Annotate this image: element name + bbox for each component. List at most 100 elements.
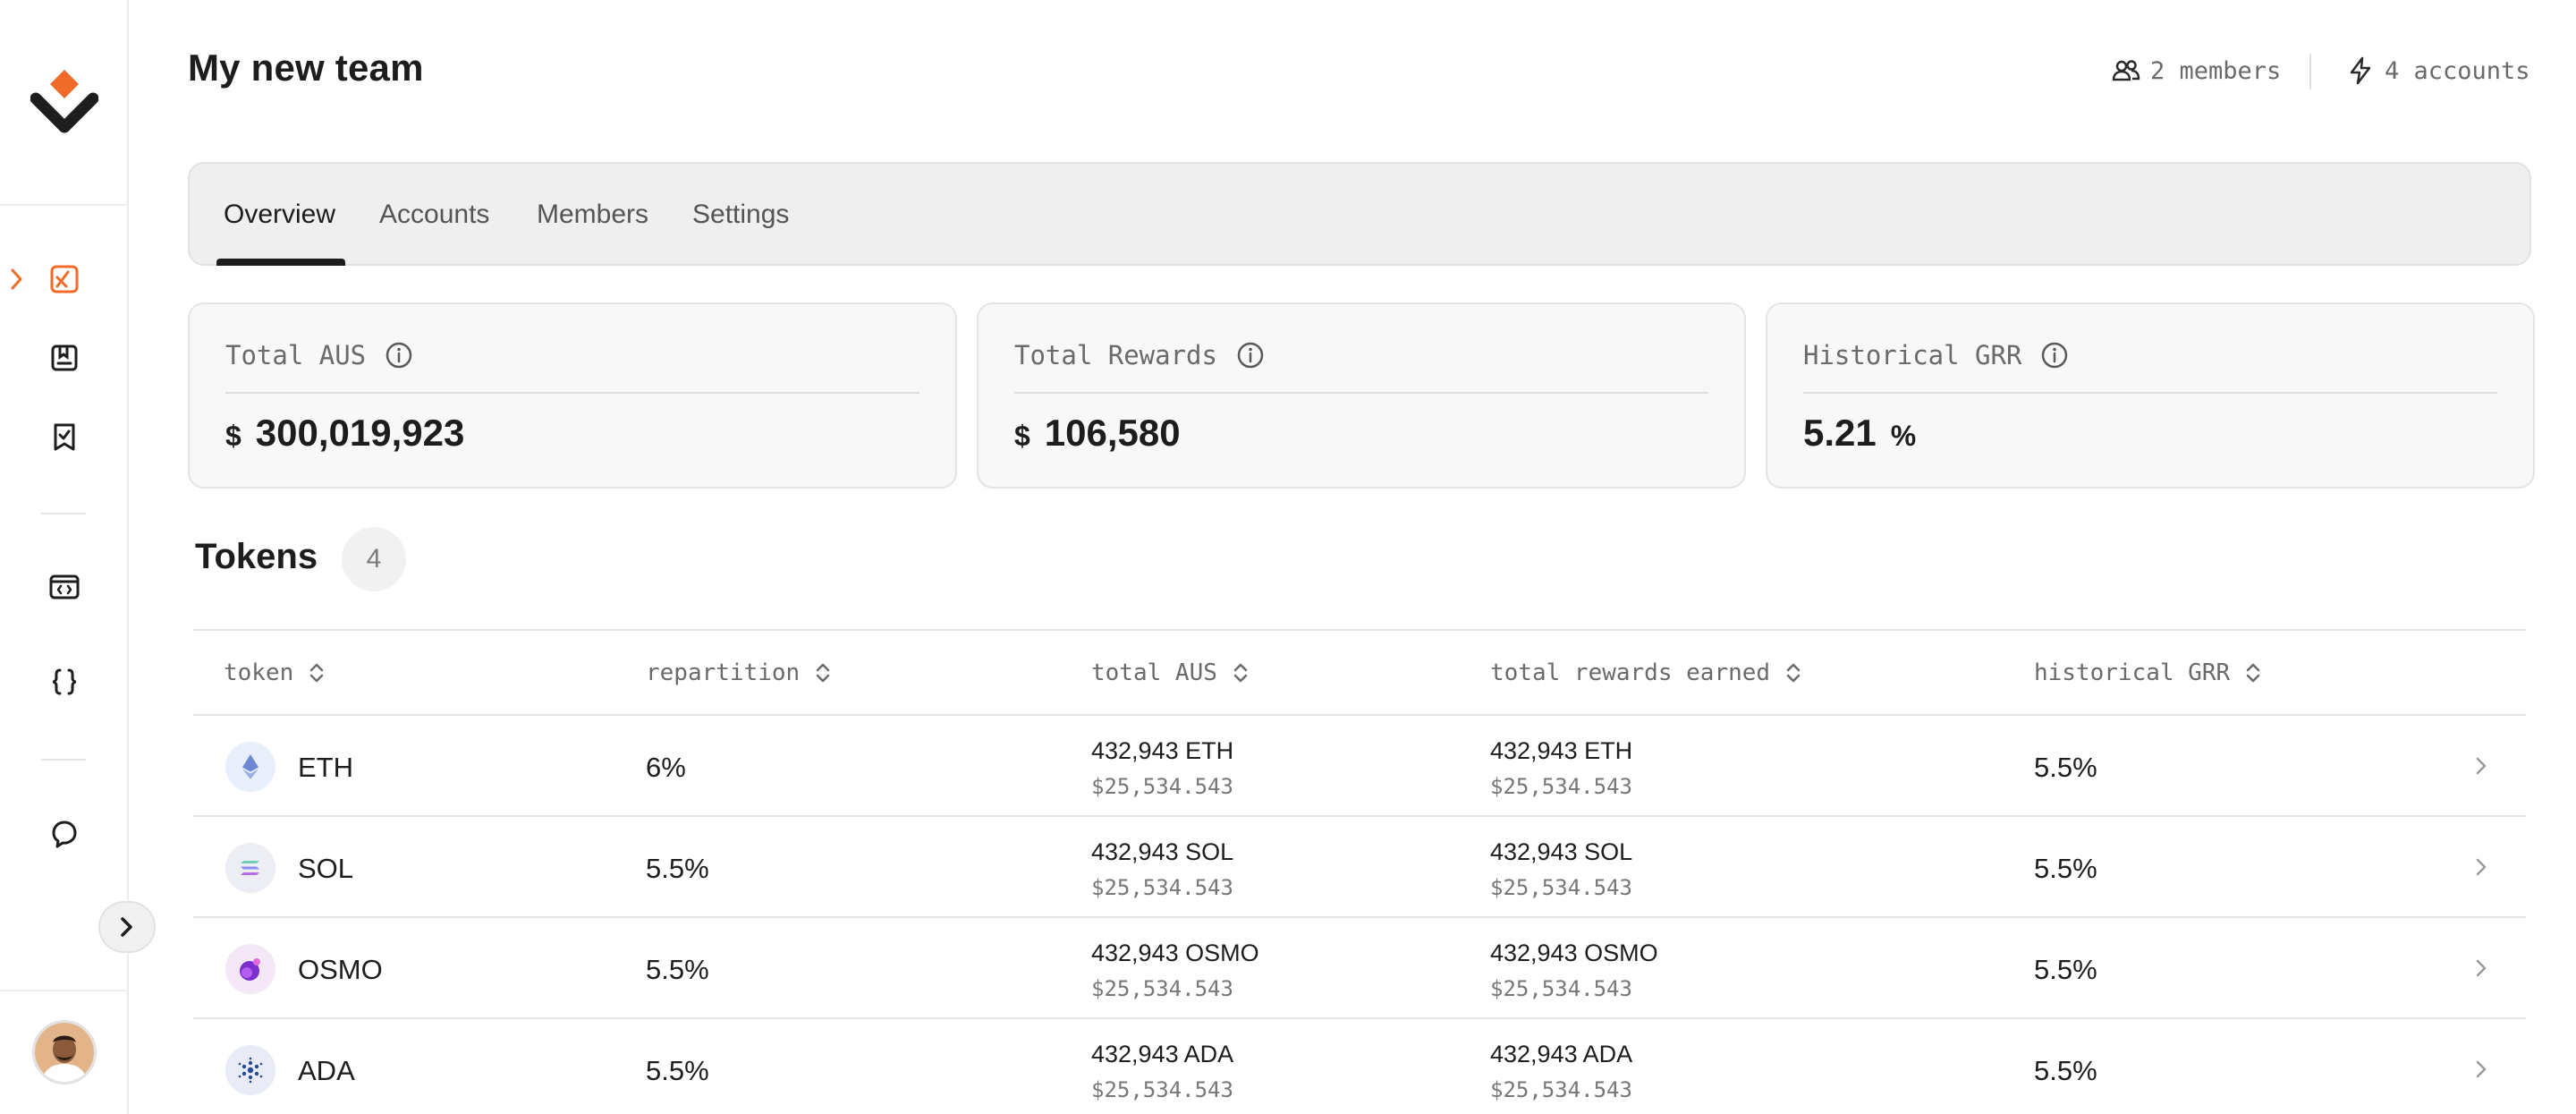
stat-label: Historical GRR — [1803, 340, 2070, 370]
table-header: token repartition total AUS total reward… — [193, 629, 2526, 716]
ada-token-icon — [225, 1045, 275, 1095]
column-header-total-rewards-earned[interactable]: total rewards earned — [1490, 659, 1804, 686]
sidebar-item-saved[interactable] — [47, 419, 82, 455]
column-header-label: repartition — [646, 659, 801, 686]
aus-usd: $25,534.543 — [1091, 774, 1233, 799]
aus-usd: $25,534.543 — [1091, 875, 1233, 900]
rewards-amount: 432,943 SOL — [1490, 838, 1633, 865]
stat-label-text: Total Rewards — [1014, 340, 1217, 370]
currency-symbol: $ — [1014, 420, 1030, 452]
card-divider — [225, 392, 919, 394]
stat-number: 5.21 — [1803, 412, 1877, 454]
tab-members[interactable]: Members — [537, 200, 649, 229]
rewards-cell: 432,943 ADA $25,534.543 — [1490, 1041, 1632, 1102]
stat-value: 5.21 % — [1803, 412, 1916, 455]
repartition-value: 5.5% — [646, 853, 709, 884]
osmo-token-icon — [225, 944, 275, 994]
table-row-sol[interactable]: SOL 5.5% 432,943 SOL $25,534.543 432,943… — [193, 817, 2526, 918]
aus-usd: $25,534.543 — [1091, 976, 1233, 1001]
braces-icon — [52, 668, 77, 695]
column-header-token[interactable]: token — [224, 659, 327, 686]
sidebar-divider — [0, 990, 127, 991]
info-icon[interactable] — [1235, 340, 1266, 370]
accounts-count[interactable]: 4 accounts — [2345, 55, 2530, 86]
stat-card-total-rewards: Total Rewards $ 106,580 — [977, 302, 1746, 489]
sidebar-item-support[interactable] — [47, 816, 82, 852]
sidebar-item-api[interactable] — [47, 569, 82, 605]
aus-amount: 432,943 ETH — [1091, 737, 1234, 764]
chevron-right-icon — [2476, 1060, 2487, 1078]
info-icon[interactable] — [2039, 340, 2070, 370]
table-row-osmo[interactable]: OSMO 5.5% 432,943 OSMO $25,534.543 432,9… — [193, 918, 2526, 1019]
column-header-label: total rewards earned — [1490, 659, 1771, 686]
user-avatar[interactable] — [32, 1020, 97, 1084]
rewards-amount: 432,943 ADA — [1490, 1041, 1633, 1067]
sort-icon — [310, 663, 324, 683]
app-logo[interactable] — [30, 68, 99, 140]
column-header-label: historical GRR — [2034, 659, 2231, 686]
stat-number: 106,580 — [1044, 412, 1181, 454]
expand-sidebar-button[interactable] — [98, 901, 156, 953]
tab-bar: Overview Accounts Members Settings — [188, 162, 2531, 266]
sidebar-item-bookmarks[interactable] — [47, 340, 82, 376]
eth-token-icon — [225, 742, 275, 792]
sidebar-item-portfolio[interactable] — [47, 261, 82, 297]
token-name: ADA — [298, 1055, 355, 1086]
column-header-label: token — [224, 659, 294, 686]
active-indicator-chevron-icon — [11, 268, 22, 290]
stat-card-total-aus: Total AUS $ 300,019,923 — [188, 302, 957, 489]
bookmark-check-icon — [54, 423, 75, 451]
rewards-cell: 432,943 ETH $25,534.543 — [1490, 737, 1632, 799]
card-divider — [1014, 392, 1708, 394]
sidebar-item-developer[interactable] — [47, 664, 82, 700]
stat-value: $ 106,580 — [1014, 412, 1181, 455]
members-count-label: 2 members — [2150, 56, 2282, 85]
aus-amount: 432,943 OSMO — [1091, 940, 1259, 966]
header-separator — [2309, 54, 2311, 89]
table-row-ada[interactable]: ADA 5.5% 432,943 ADA $25,534.543 432,943… — [193, 1019, 2526, 1114]
column-header-total-aus[interactable]: total AUS — [1091, 659, 1251, 686]
tab-accounts[interactable]: Accounts — [379, 200, 490, 229]
user-photo-icon — [35, 1023, 94, 1082]
members-count[interactable]: 2 members — [2111, 55, 2281, 86]
bookmark-list-icon — [51, 344, 78, 371]
aus-amount: 432,943 ADA — [1091, 1041, 1234, 1067]
stat-number: 300,019,923 — [255, 412, 465, 454]
portfolio-icon — [50, 265, 79, 293]
code-window-icon — [49, 574, 80, 600]
total-aus-cell: 432,943 SOL $25,534.543 — [1091, 838, 1233, 900]
grr-value: 5.5% — [2034, 853, 2097, 884]
tokens-count-badge: 4 — [342, 527, 406, 591]
grr-value: 5.5% — [2034, 954, 2097, 985]
column-header-repartition[interactable]: repartition — [646, 659, 834, 686]
rewards-usd: $25,534.543 — [1490, 875, 1632, 900]
column-header-label: total AUS — [1091, 659, 1217, 686]
chevron-right-icon — [2476, 959, 2487, 977]
accounts-count-label: 4 accounts — [2385, 56, 2530, 85]
stat-label: Total AUS — [225, 340, 414, 370]
sidebar — [0, 0, 129, 1114]
aus-usd: $25,534.543 — [1091, 1077, 1233, 1102]
sidebar-divider — [41, 513, 86, 514]
stat-label: Total Rewards — [1014, 340, 1266, 370]
rewards-usd: $25,534.543 — [1490, 976, 1632, 1001]
table-row-eth[interactable]: ETH 6% 432,943 ETH $25,534.543 432,943 E… — [193, 716, 2526, 817]
rewards-cell: 432,943 SOL $25,534.543 — [1490, 838, 1632, 900]
rewards-cell: 432,943 OSMO $25,534.543 — [1490, 940, 1658, 1001]
token-name: SOL — [298, 853, 354, 884]
members-icon — [2112, 60, 2140, 81]
percent-suffix: % — [1890, 420, 1917, 452]
tab-overview[interactable]: Overview — [224, 200, 336, 229]
column-header-historical-grr[interactable]: historical GRR — [2034, 659, 2264, 686]
info-icon[interactable] — [384, 340, 414, 370]
repartition-value: 6% — [646, 752, 686, 783]
page-title: My new team — [188, 47, 424, 89]
sort-icon — [2246, 663, 2260, 683]
sort-icon — [1786, 663, 1801, 683]
token-name: ETH — [298, 752, 353, 783]
stat-value: $ 300,019,923 — [225, 412, 464, 455]
tab-settings[interactable]: Settings — [692, 200, 790, 229]
repartition-value: 5.5% — [646, 954, 709, 985]
stat-label-text: Total AUS — [225, 340, 367, 370]
total-aus-cell: 432,943 ETH $25,534.543 — [1091, 737, 1233, 799]
